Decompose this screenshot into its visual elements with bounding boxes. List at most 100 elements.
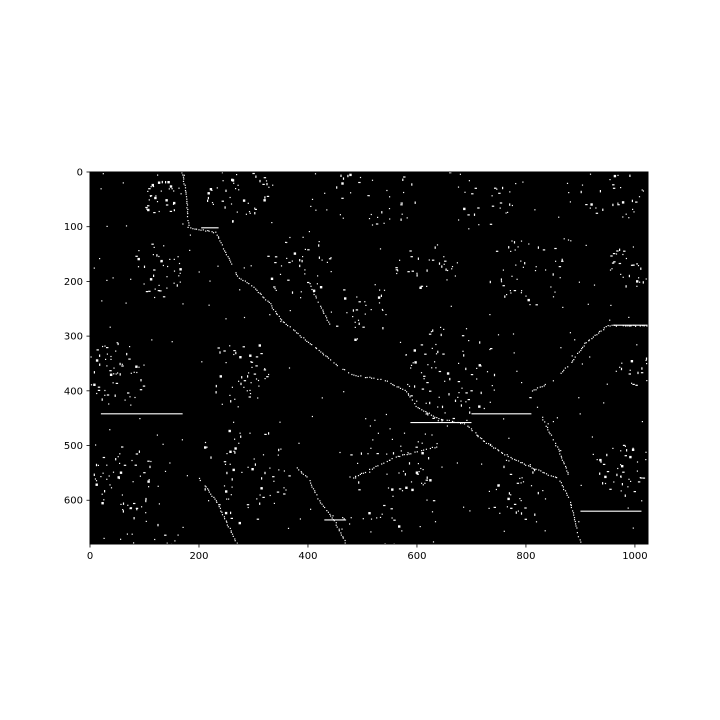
edge-pixel: [434, 447, 436, 449]
x-tick-label: 200: [189, 551, 208, 562]
speckle-pixel: [383, 289, 386, 291]
noise-pixel: [249, 393, 252, 395]
speckle-pixel: [169, 258, 171, 260]
noise-pixel: [528, 243, 530, 245]
edge-pixel: [207, 230, 209, 232]
speckle-pixel: [360, 452, 362, 455]
speckle-pixel: [117, 342, 119, 346]
noise-pixel: [189, 234, 191, 236]
edge-pixel: [421, 409, 423, 411]
speckle-cluster-13: [619, 357, 648, 386]
edge-pixel: [323, 312, 325, 314]
edge-pixel: [322, 309, 324, 311]
speckle-pixel: [162, 264, 164, 267]
speckle-pixel: [508, 492, 510, 495]
speckle-pixel: [555, 260, 557, 262]
speckle-pixel: [224, 463, 227, 465]
speckle-pixel: [411, 488, 414, 492]
speckle-pixel: [434, 361, 436, 363]
speckle-pixel: [359, 176, 362, 179]
noise-pixel: [499, 207, 501, 209]
speckle-pixel: [368, 512, 371, 515]
noise-pixel: [493, 389, 495, 391]
speckle-pixel: [427, 413, 429, 416]
speckle-pixel: [122, 502, 125, 505]
edge-pixel: [212, 232, 215, 234]
noise-pixel: [522, 181, 524, 183]
speckle-pixel: [204, 441, 207, 444]
speckle-pixel: [246, 504, 250, 506]
noise-pixel: [148, 479, 150, 481]
speckle-pixel: [490, 348, 493, 350]
speckle-pixel: [620, 273, 622, 275]
speckle-pixel: [442, 353, 445, 355]
speckle-pixel: [514, 249, 516, 251]
noise-pixel: [624, 445, 626, 447]
speckle-pixel: [401, 490, 404, 492]
speckle-pixel: [441, 265, 443, 268]
edge-pixel: [562, 371, 564, 373]
speckle-pixel: [421, 442, 423, 444]
speckle-pixel: [299, 259, 301, 262]
noise-pixel: [516, 370, 518, 372]
speckle-pixel: [428, 457, 430, 460]
edge-pixel: [501, 452, 504, 454]
speckle-pixel: [397, 270, 399, 272]
speckle-pixel: [153, 274, 155, 277]
edge-pixel: [493, 447, 495, 449]
edge-pixel: [373, 377, 375, 379]
speckle-pixel: [115, 373, 117, 375]
noise-pixel: [431, 434, 433, 436]
speckle-pixel: [471, 193, 474, 195]
speckle-pixel: [622, 471, 625, 473]
y-tick-label: 600: [64, 496, 83, 507]
speckle-pixel: [240, 382, 242, 386]
edge-pixel: [611, 324, 613, 326]
speckle-pixel: [249, 432, 251, 434]
speckle-pixel: [529, 304, 531, 306]
edge-pixel: [315, 295, 317, 297]
speckle-pixel: [519, 498, 521, 500]
speckle-pixel: [386, 453, 388, 455]
speckle-pixel: [460, 400, 462, 402]
noise-pixel: [166, 542, 168, 544]
edge-pixel: [498, 450, 500, 452]
edge-pixel: [202, 229, 204, 231]
speckle-pixel: [255, 365, 258, 367]
speckle-pixel: [106, 347, 109, 349]
speckle-pixel: [209, 188, 213, 191]
noise-pixel: [310, 205, 312, 207]
edge-pixel: [605, 326, 607, 328]
speckle-pixel: [259, 502, 261, 505]
noise-pixel: [221, 403, 223, 405]
noise-pixel: [446, 425, 448, 427]
speckle-pixel: [258, 344, 261, 347]
speckle-pixel: [264, 378, 266, 380]
speckle-pixel: [416, 272, 418, 274]
speckle-pixel: [178, 275, 180, 277]
speckle-pixel: [408, 462, 411, 465]
speckle-pixel: [606, 453, 608, 457]
edge-pixel: [315, 347, 317, 349]
noise-pixel: [513, 352, 515, 354]
speckle-pixel: [410, 256, 413, 258]
speckle-pixel: [495, 488, 497, 491]
speckle-pixel: [377, 296, 381, 299]
speckle-pixel: [336, 186, 338, 189]
noise-pixel: [326, 261, 328, 263]
edge-pixel: [588, 339, 590, 341]
edge-pixel: [570, 501, 572, 503]
speckle-pixel: [280, 265, 283, 267]
speckle-pixel: [151, 243, 154, 245]
speckle-pixel: [612, 253, 616, 255]
speckle-pixel: [416, 473, 419, 475]
speckle-pixel: [449, 377, 451, 381]
noise-pixel: [264, 368, 266, 370]
speckle-pixel: [500, 281, 503, 283]
speckle-pixel: [147, 190, 149, 192]
noise-pixel: [206, 446, 208, 448]
edge-pixel: [383, 462, 385, 464]
noise-pixel: [171, 341, 173, 343]
speckle-pixel: [622, 276, 624, 278]
speckle-pixel: [173, 209, 175, 211]
